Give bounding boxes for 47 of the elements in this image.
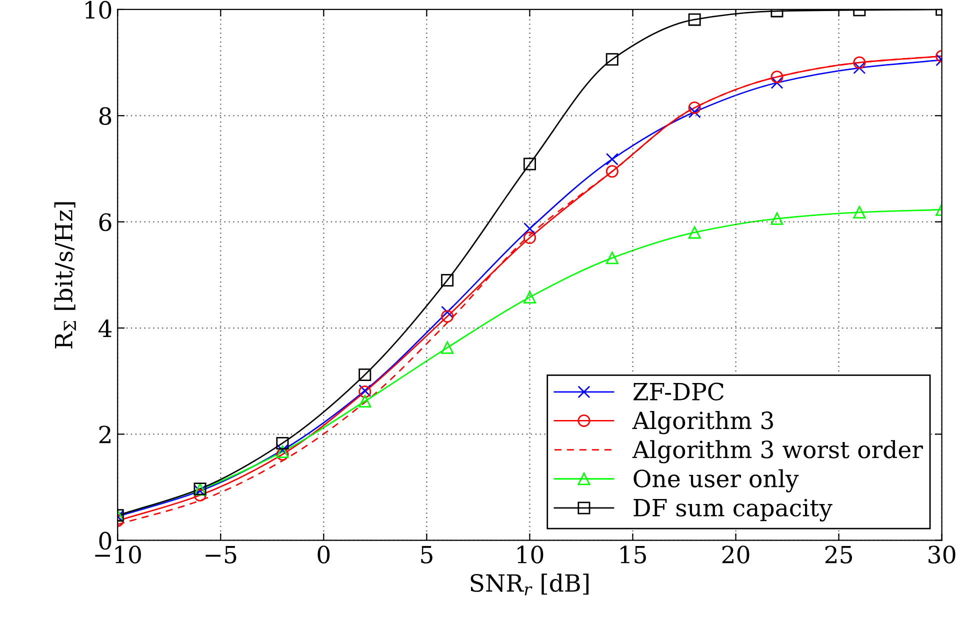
x-tick-label: 15 (620, 546, 646, 564)
point (441, 341, 454, 354)
legend-label: DF sum capacity (634, 498, 832, 522)
x-tick-label: 20 (722, 546, 750, 564)
point (853, 206, 866, 219)
point (358, 368, 372, 381)
point (441, 306, 454, 318)
point (853, 56, 866, 69)
point (606, 152, 618, 166)
point (606, 165, 618, 178)
point (441, 274, 454, 286)
point (688, 13, 701, 26)
y-tick-label: 4 (98, 319, 112, 337)
point (523, 232, 536, 244)
y-tick-label: 2 (99, 426, 110, 444)
x-axis-title: SNR$_{r}$ [dB] (470, 574, 589, 596)
x-tick-label: 5 (421, 546, 432, 564)
point (853, 62, 866, 74)
point (523, 222, 536, 235)
legend-label: Algorithm 3 worst order (632, 440, 923, 464)
x-tick-label: 30 (928, 546, 956, 564)
x-tick-label: 0 (318, 546, 330, 564)
x-tick-label: −5 (206, 546, 236, 564)
legend-label: ZF-DPC (633, 382, 724, 401)
point (194, 488, 206, 502)
legend-label: Algorithm 3 (632, 411, 773, 434)
x-tick-label: 25 (825, 546, 852, 564)
point (770, 76, 784, 89)
point (606, 252, 618, 264)
y-tick-label: 8 (99, 107, 112, 125)
legend-label: One user only (634, 469, 799, 492)
point (276, 436, 289, 450)
y-tick-label: 10 (86, 0, 112, 19)
point (770, 70, 784, 84)
point (523, 290, 536, 304)
y-axis-title: R$_{Σ}$ [bit/s/Hz] (54, 202, 76, 348)
point (770, 212, 784, 225)
point (523, 158, 536, 170)
point (441, 310, 454, 323)
point (606, 53, 618, 66)
y-tick-label: 6 (99, 213, 112, 232)
point (688, 101, 701, 114)
x-tick-label: 10 (518, 546, 544, 564)
point (688, 226, 701, 239)
point (276, 448, 289, 461)
point (688, 106, 701, 118)
point (358, 395, 372, 408)
